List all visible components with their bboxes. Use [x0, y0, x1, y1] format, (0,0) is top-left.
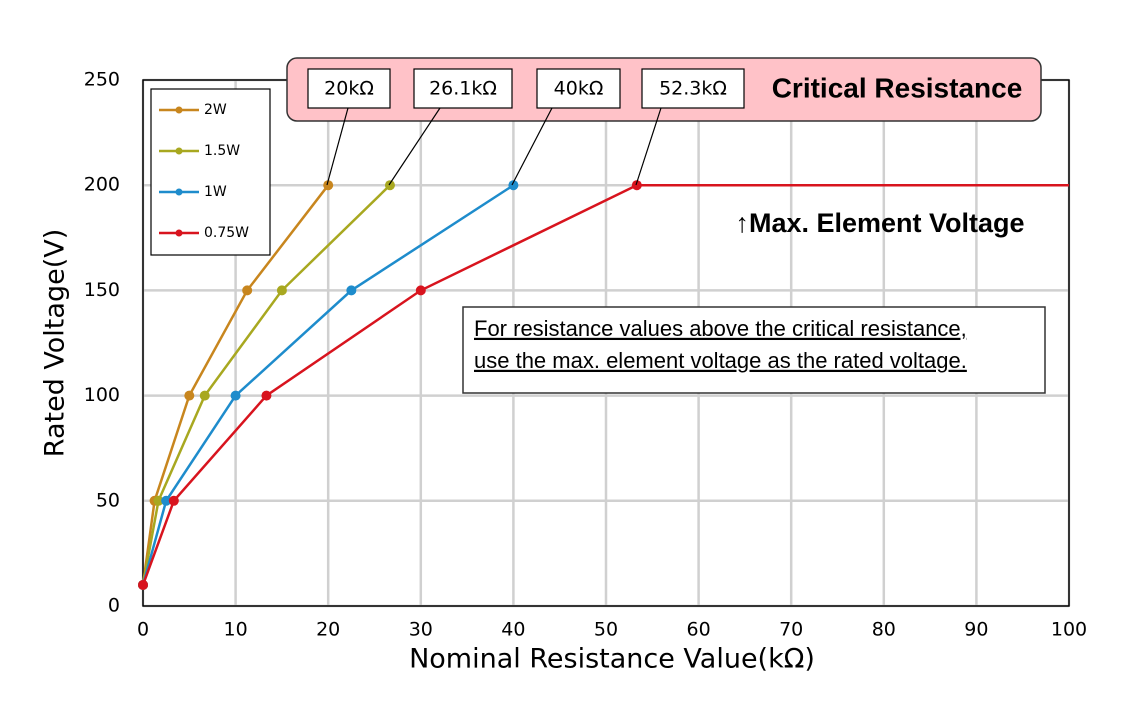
data-point — [199, 390, 210, 401]
data-point — [184, 390, 195, 401]
legend-label: 1W — [204, 184, 227, 200]
x-tick-label: 60 — [687, 619, 711, 641]
x-tick-label: 80 — [872, 619, 896, 641]
note-line: use the max. element voltage as the rate… — [474, 348, 967, 373]
note-box — [462, 306, 1046, 394]
x-tick-label: 50 — [594, 619, 618, 641]
x-tick-label: 40 — [501, 619, 525, 641]
legend-dot — [175, 106, 183, 114]
max-voltage-text: ↑Max. Element Voltage — [735, 208, 1024, 238]
leader-line — [326, 107, 349, 186]
y-tick-label: 100 — [84, 384, 120, 406]
x-tick-label: 100 — [1051, 619, 1087, 641]
x-tick-label: 20 — [316, 619, 340, 641]
leader-line — [511, 107, 553, 186]
banner-text: Critical Resistance — [772, 72, 1023, 103]
x-tick-label: 0 — [137, 619, 149, 641]
y-tick-label: 0 — [108, 595, 120, 617]
data-point — [261, 390, 272, 401]
data-point — [168, 495, 179, 506]
data-point — [346, 285, 357, 296]
data-point — [242, 285, 253, 296]
y-tick-label: 50 — [96, 489, 120, 511]
data-point — [161, 495, 172, 506]
legend-dot — [175, 229, 183, 237]
y-tick-label: 250 — [84, 69, 120, 91]
legend-box — [150, 88, 271, 256]
callout-box — [641, 68, 745, 109]
data-point — [631, 180, 642, 191]
callout-label: 52.3kΩ — [659, 78, 727, 100]
callout-label: 26.1kΩ — [429, 78, 497, 100]
x-tick-label: 70 — [779, 619, 803, 641]
series-line — [141, 183, 1069, 586]
data-point — [230, 390, 241, 401]
x-axis-title: Nominal Resistance Value(kΩ) — [409, 644, 815, 675]
callout-label: 20kΩ — [324, 78, 374, 100]
leader-line — [388, 107, 441, 186]
legend-label: 1.5W — [204, 143, 240, 159]
data-point — [276, 285, 287, 296]
legend-dot — [175, 147, 183, 155]
x-tick-label: 30 — [409, 619, 433, 641]
callout-box — [413, 68, 513, 109]
leader-line — [635, 107, 662, 186]
note-line: For resistance values above the critical… — [474, 316, 967, 341]
data-point — [508, 180, 519, 191]
data-point — [153, 495, 164, 506]
callout-box — [536, 68, 621, 109]
legend-label: 2W — [204, 102, 227, 118]
x-tick-label: 90 — [964, 619, 988, 641]
callout-label: 40kΩ — [554, 78, 604, 100]
marks — [138, 180, 1069, 590]
legend-dot — [175, 188, 183, 196]
data-point — [323, 180, 334, 191]
data-point — [138, 579, 148, 590]
y-tick-label: 150 — [84, 279, 120, 301]
callout-box — [307, 68, 391, 109]
data-point — [415, 285, 426, 296]
legend-label: 0.75W — [204, 225, 249, 241]
y-axis-title: Rated Voltage(V) — [40, 229, 71, 457]
x-tick-label: 10 — [224, 619, 248, 641]
y-tick-label: 200 — [84, 174, 120, 196]
data-point — [384, 180, 395, 191]
